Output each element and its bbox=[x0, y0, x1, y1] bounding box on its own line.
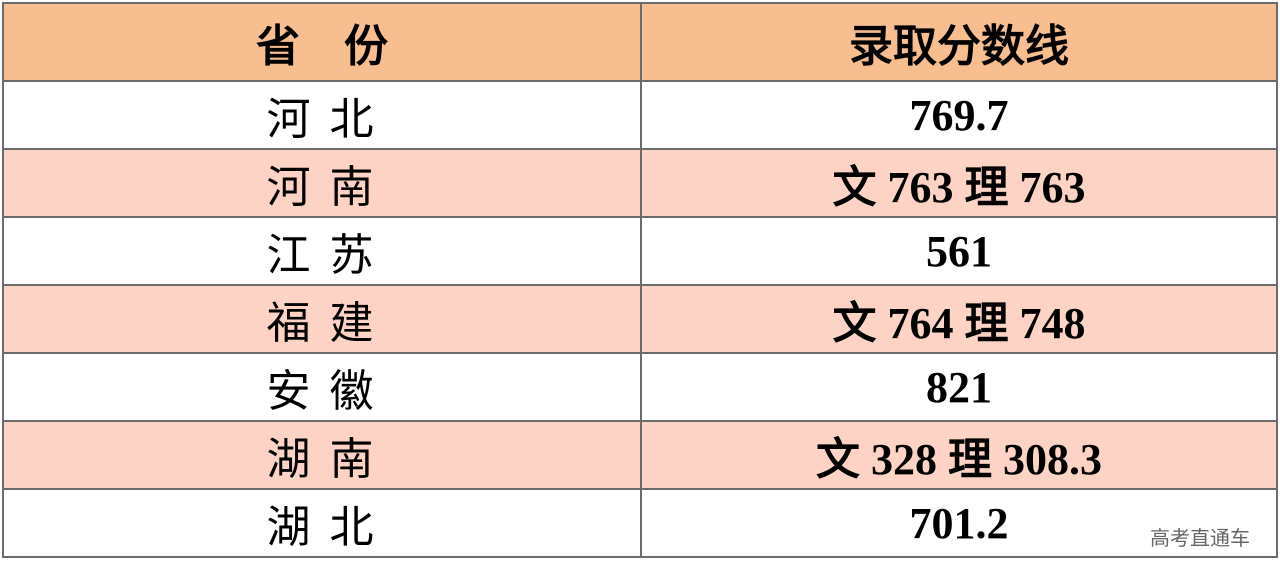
header-row: 省 份 录取分数线 bbox=[2, 2, 1278, 82]
table-row: 河 北 769.7 bbox=[2, 80, 1278, 150]
score-cell: 561 bbox=[640, 216, 1278, 286]
score-cell: 821 bbox=[640, 352, 1278, 422]
score-table: 省 份 录取分数线 河 北 769.7 河 南文 763 理 763 江 苏 561 福 … bbox=[2, 2, 1278, 558]
province-cell: 河 南 bbox=[2, 148, 642, 218]
score-cell: 文 764 理 748 bbox=[640, 284, 1278, 354]
table-row: 江 苏 561 bbox=[2, 216, 1278, 286]
header-province: 省 份 bbox=[2, 2, 642, 82]
header-score: 录取分数线 bbox=[640, 2, 1278, 82]
table-row: 福 建文 764 理 748 bbox=[2, 284, 1278, 354]
province-cell: 河 北 bbox=[2, 80, 642, 150]
province-cell: 安 徽 bbox=[2, 352, 642, 422]
table-row: 湖 北 701.2 bbox=[2, 488, 1278, 558]
province-cell: 福 建 bbox=[2, 284, 642, 354]
table-row: 河 南文 763 理 763 bbox=[2, 148, 1278, 218]
province-cell: 湖 南 bbox=[2, 420, 642, 490]
score-cell: 769.7 bbox=[640, 80, 1278, 150]
score-cell: 文 328 理 308.3 bbox=[640, 420, 1278, 490]
watermark: 高考直通车 bbox=[1150, 526, 1250, 550]
province-cell: 湖 北 bbox=[2, 488, 642, 558]
province-cell: 江 苏 bbox=[2, 216, 642, 286]
score-cell: 文 763 理 763 bbox=[640, 148, 1278, 218]
score-cell: 701.2 bbox=[640, 488, 1278, 558]
table-row: 安 徽 821 bbox=[2, 352, 1278, 422]
table-row: 湖 南文 328 理 308.3 bbox=[2, 420, 1278, 490]
